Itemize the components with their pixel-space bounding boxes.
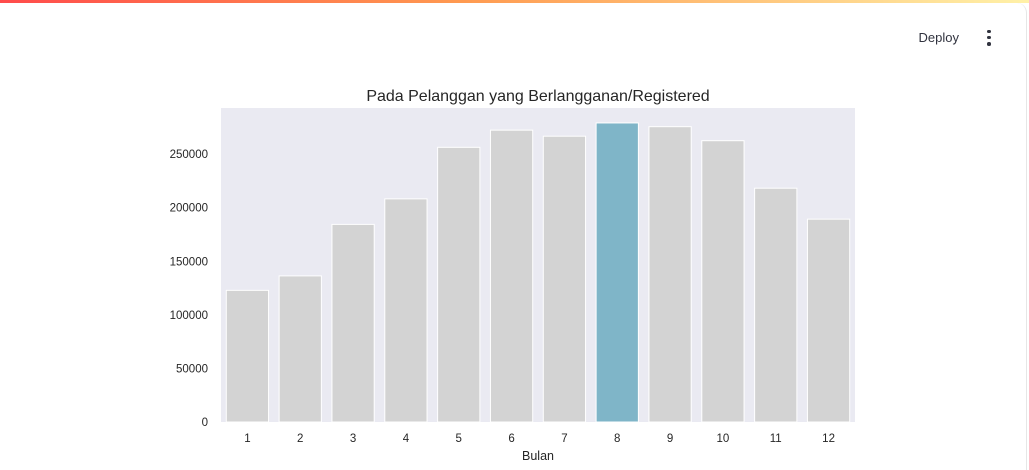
header-actions: Deploy: [915, 28, 997, 47]
x-tick-label: 1: [244, 433, 250, 445]
plot-area: [221, 108, 855, 422]
y-tick-label: 250000: [170, 149, 208, 161]
y-tick-label: 50000: [176, 363, 208, 375]
x-tick-label: 9: [667, 433, 673, 445]
bar-month-11: [754, 187, 798, 423]
bar-month-6: [489, 129, 534, 423]
x-tick-label: 11: [770, 433, 782, 445]
x-tick-label: 10: [717, 433, 730, 445]
bar-month-5: [437, 146, 481, 423]
y-tick-label: 0: [202, 417, 208, 429]
bar-month-9: [648, 126, 692, 423]
y-ticks-group: 0 50000 100000 150000 200000 250000: [170, 149, 208, 429]
y-tick-label: 150000: [170, 256, 208, 268]
deploy-button[interactable]: Deploy: [915, 28, 963, 47]
y-tick-label: 200000: [170, 203, 208, 215]
x-axis-label: Bulan: [522, 449, 554, 463]
vertical-dots-icon[interactable]: [981, 29, 997, 47]
x-tick-label: 8: [614, 433, 620, 445]
x-tick-label: 6: [508, 433, 514, 445]
y-tick-label: 100000: [170, 310, 208, 322]
x-tick-label: 4: [403, 433, 410, 445]
bar-month-2: [278, 275, 322, 423]
bar-month-10: [701, 140, 745, 423]
x-tick-label: 2: [297, 433, 303, 445]
chart-title: Pada Pelanggan yang Berlangganan/Registe…: [366, 88, 709, 105]
app-frame: [0, 3, 1027, 470]
bar-month-4: [384, 198, 428, 423]
x-tick-label: 7: [561, 433, 567, 445]
bar-month-8: [595, 122, 639, 423]
x-ticks-group: 1 2 3 4 5 6 7 8 9 10 11 12: [244, 433, 835, 445]
bars-group: [225, 122, 851, 423]
x-tick-label: 3: [350, 433, 356, 445]
bar-month-7: [542, 135, 587, 423]
x-tick-label: 5: [456, 433, 462, 445]
top-decoration-bar: [0, 0, 1029, 3]
bar-month-12: [806, 218, 851, 423]
x-tick-label: 12: [822, 433, 835, 445]
bar-month-1: [225, 289, 270, 423]
bar-month-3: [331, 223, 375, 423]
